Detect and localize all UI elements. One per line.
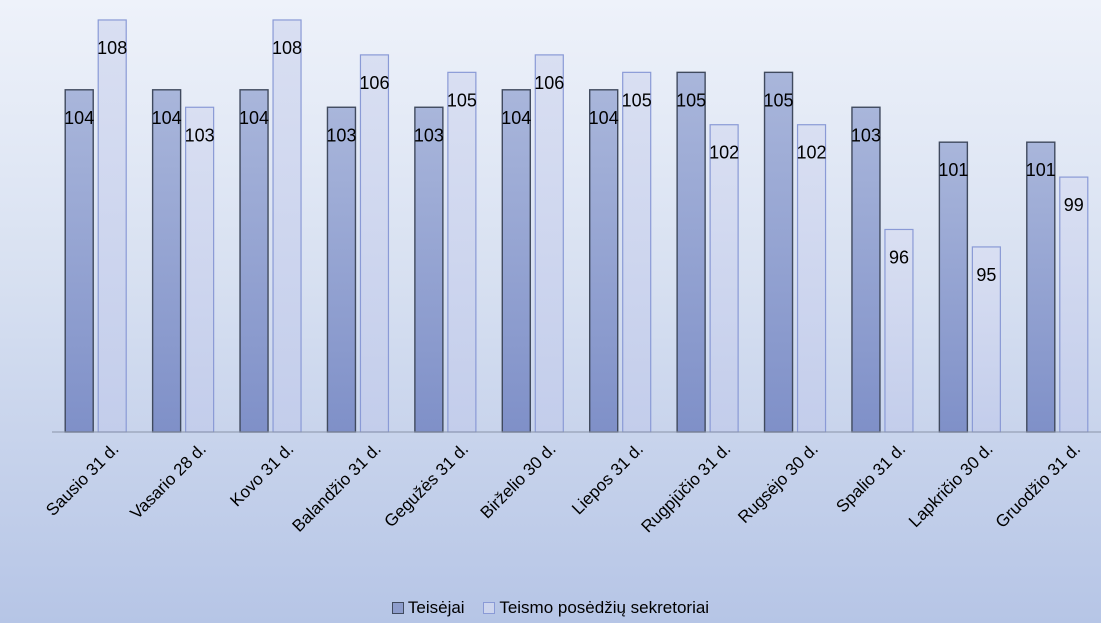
bar-sekretoriai-8 [796,124,827,433]
data-label-sekretoriai-2: 108 [272,38,302,58]
bar-sekretoriai-4 [447,71,477,433]
bar-teisejai-3 [326,106,357,433]
x-tick-label-11: Gruodžio 31 d. [992,439,1084,531]
legend-swatch-sekretoriai [483,602,496,614]
data-label-sekretoriai-8: 102 [797,143,827,163]
bar-sekretoriai-2 [272,19,302,433]
bar-teisejai-0 [64,89,94,433]
data-label-teisejai-1: 104 [152,108,182,128]
bar-sekretoriai-11 [1059,176,1089,433]
bar-teisejai-7 [676,71,706,433]
x-tick-label-0: Sausio 31 d. [42,439,122,519]
data-label-sekretoriai-5: 106 [534,73,564,93]
data-label-sekretoriai-1: 103 [185,125,215,145]
bar-sekretoriai-6 [622,71,652,433]
legend-label-sekretoriai: Teismo posėdžių sekretoriai [499,598,710,617]
x-tick-label-7: Rugpjūčio 31 d. [637,439,734,536]
bar-teisejai-1 [151,89,182,433]
bar-sekretoriai-7 [709,124,739,433]
data-label-teisejai-6: 104 [589,108,619,128]
data-label-sekretoriai-4: 105 [447,90,477,110]
x-tick-label-2: Kovo 31 d. [226,439,297,510]
data-label-sekretoriai-3: 106 [359,73,389,93]
x-tick-label-6: Liepos 31 d. [568,439,647,518]
data-label-sekretoriai-10: 95 [976,265,996,285]
data-label-sekretoriai-9: 96 [889,247,909,267]
bar-teisejai-11 [1026,141,1056,433]
legend-item-sekretoriai: Teismo posėdžių sekretoriai [483,598,709,618]
bar-sekretoriai-5 [534,54,564,433]
legend-item-teisejai: Teisėjai [391,598,465,618]
x-tick-label-9: Spalio 31 d. [832,439,909,516]
bar-teisejai-10 [938,141,969,433]
x-tick-label-4: Gegužės 31 d. [381,439,473,531]
bar-teisejai-8 [763,71,794,433]
bar-sekretoriai-1 [185,106,215,433]
x-tick-labels: Sausio 31 d. Vasario 28 d. Kovo 31 d.Balan… [42,439,1084,536]
data-label-teisejai-4: 103 [414,125,444,145]
bar-sekretoriai-9 [884,228,914,433]
bar-teisejai-9 [851,106,881,433]
legend: Teisėjai Teismo posėdžių sekretoriai [0,598,1101,619]
x-tick-label-5: Birželio 30 d. [477,439,560,522]
x-tick-label-3: Balandžio 31 d. [288,439,384,535]
x-tick-label-8: Rugsėjo 30 d. [734,439,822,527]
bar-teisejai-5 [501,89,531,433]
data-label-teisejai-10: 101 [938,160,968,180]
data-label-sekretoriai-11: 99 [1064,195,1084,215]
bar-sekretoriai-10 [971,246,1001,433]
data-label-sekretoriai-6: 105 [622,90,652,110]
data-label-teisejai-9: 103 [851,125,881,145]
data-label-sekretoriai-0: 108 [97,38,127,58]
legend-label-teisejai: Teisėjai [407,598,465,617]
bar-teisejai-4 [414,106,444,433]
data-label-teisejai-11: 101 [1026,160,1056,180]
bar-teisejai-6 [589,89,619,433]
bar-chart: 1041081041031041081031061031051041061041… [42,19,1101,536]
bar-sekretoriai-3 [359,54,390,433]
data-label-teisejai-2: 104 [239,108,269,128]
bars [64,19,1089,433]
data-label-sekretoriai-7: 102 [709,143,739,163]
legend-swatch-teisejai [391,602,404,614]
data-label-teisejai-0: 104 [64,108,94,128]
x-tick-label-1: Vasario 28 d. [127,439,210,522]
data-label-teisejai-7: 105 [676,90,706,110]
data-label-teisejai-5: 104 [501,108,531,128]
data-label-teisejai-3: 103 [326,125,356,145]
data-labels: 1041081041031041081031061031051041061041… [64,38,1084,285]
bar-sekretoriai-0 [97,19,127,433]
x-tick-label-10: Lapkričio 30 d. [905,439,997,531]
data-label-teisejai-8: 105 [764,90,794,110]
bar-teisejai-2 [239,89,269,433]
